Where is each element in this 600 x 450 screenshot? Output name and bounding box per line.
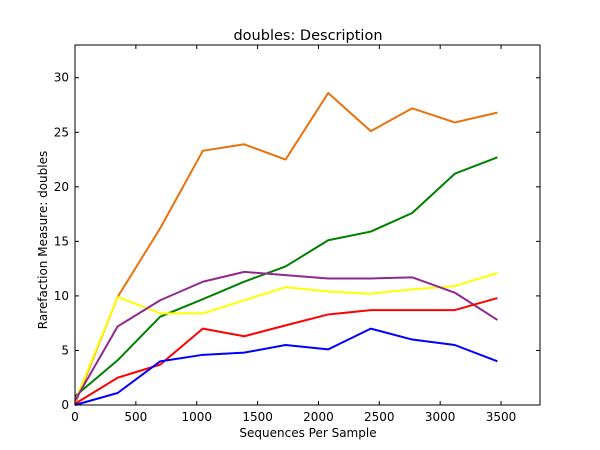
series-line-6: [74, 327, 498, 406]
x-axis-label: Sequences Per Sample: [239, 426, 376, 440]
series-line-5: [74, 297, 498, 405]
chart-title: doubles: Description: [233, 28, 382, 44]
y-tick-label-15: 15: [54, 234, 69, 248]
plot-frame: [74, 44, 541, 406]
ticks-layer: 0 500 1000 1500 2000 2500 3000 3500 0 5 10 15 20 25 30: [54, 45, 540, 424]
x-tick-label-2500: 2500: [364, 410, 395, 424]
x-tick-label-3000: 3000: [425, 410, 456, 424]
y-axis-label: Rarefaction Measure: doubles: [36, 151, 50, 329]
series-line-2: [74, 156, 498, 398]
series-line-4: [74, 270, 498, 402]
x-tick-label-500: 500: [124, 410, 147, 424]
series-line-3: [74, 272, 498, 403]
series-line-1: [74, 92, 498, 405]
y-tick-label-5: 5: [61, 343, 69, 357]
y-tick-label-0: 0: [61, 398, 69, 412]
y-tick-label-20: 20: [54, 180, 69, 194]
x-tick-label-1000: 1000: [181, 410, 212, 424]
series-layer: [74, 92, 498, 406]
y-tick-label-10: 10: [54, 289, 69, 303]
x-tick-label-2000: 2000: [303, 410, 334, 424]
x-tick-label-3500: 3500: [486, 410, 517, 424]
x-tick-label-0: 0: [71, 410, 79, 424]
x-tick-label-1500: 1500: [242, 410, 273, 424]
y-tick-label-30: 30: [54, 71, 69, 85]
y-tick-label-25: 25: [54, 125, 69, 139]
